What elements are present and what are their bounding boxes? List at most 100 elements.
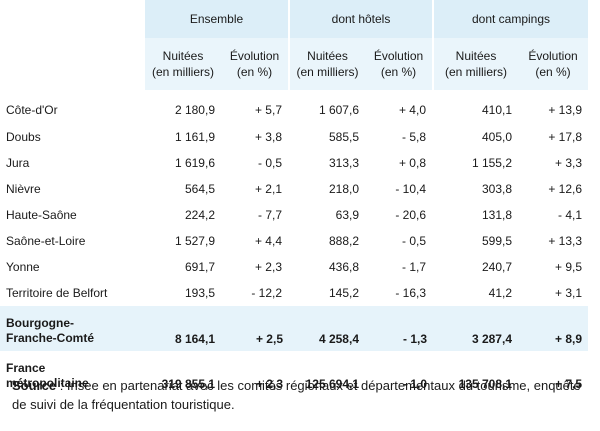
table-row: Jura 1 619,6 - 0,5 313,3 + 0,8 1 155,2 +… [0, 150, 588, 176]
group-header-row: Ensemble dont hôtels dont campings [0, 0, 589, 38]
cell-value: + 0,8 [398, 156, 426, 170]
cell-value: + 7,5 [554, 377, 583, 391]
row-label-line: France [6, 361, 46, 375]
source-label: Source [12, 378, 57, 393]
table-row: Doubs 1 161,9 + 3,8 585,5 - 5,8 405,0 + … [0, 124, 588, 150]
header-text: Nuitées [162, 49, 204, 63]
cell-value: + 3,8 [254, 130, 282, 144]
cell-value: + 2,3 [255, 377, 283, 391]
row-label: Territoire de Belfort [6, 286, 108, 300]
row-label-line: métropolitaine [6, 376, 89, 390]
header-text: Évolution [229, 49, 280, 63]
cell-value: - 0,5 [257, 156, 282, 170]
cell-value: 1 607,6 [288, 90, 365, 124]
cell-value: 1 155,2 [432, 150, 518, 176]
cell-value: 224,2 [184, 208, 215, 222]
row-label: Nièvre [6, 182, 41, 196]
cell-value: - 16,3 [395, 286, 426, 300]
cell-value: + 13,3 [548, 234, 583, 248]
table-row: Côte-d'Or 2 180,9 + 5,7 1 607,6 + 4,0 41… [0, 90, 588, 124]
cell-value: 410,1 [432, 90, 518, 124]
table-row: Yonne 691,7 + 2,3 436,8 - 1,7 240,7 + 9,… [0, 254, 588, 280]
header-unit: (en %) [535, 65, 571, 79]
header-unit: (en milliers) [151, 65, 214, 79]
cell-value: 3 287,4 [433, 306, 518, 351]
header-unit: (en milliers) [444, 65, 507, 79]
cell-value: + 13,9 [548, 103, 583, 117]
corner-cell [0, 0, 145, 38]
group-header-campings: dont campings [431, 0, 589, 38]
cell-value: + 9,5 [554, 260, 583, 274]
table-row: Saône-et-Loire 1 527,9 + 4,4 888,2 - 0,5… [0, 228, 588, 254]
cell-value: 691,7 [184, 260, 215, 274]
cell-value: 4 258,4 [289, 306, 365, 351]
cell-value: - 1,3 [365, 306, 433, 351]
header-text: Nuitées [455, 49, 497, 63]
cell-value: + 2,5 [221, 306, 289, 351]
cell-value: + 12,6 [548, 182, 583, 196]
cell-value: + 2,1 [254, 182, 282, 196]
cell-value: 2 180,9 [174, 103, 215, 117]
cell-value: 125 694,1 [305, 377, 359, 391]
cell-value: - 10,4 [395, 182, 426, 196]
region-total-row: Bourgogne- Franche-Comté 8 164,1 + 2,5 4 … [0, 306, 589, 351]
tourism-nights-table: Ensemble dont hôtels dont campings Nuité… [0, 0, 589, 395]
cell-value: 313,3 [288, 150, 365, 176]
table-row: Haute-Saône 224,2 - 7,7 63,9 - 20,6 131,… [0, 202, 588, 228]
group-header-hotels: dont hôtels [288, 0, 433, 38]
cell-value: 405,0 [432, 124, 518, 150]
cell-value: 145,2 [288, 280, 365, 306]
cell-value: 63,9 [288, 202, 365, 228]
header-text: Évolution [373, 49, 424, 63]
column-header-evolution: Évolution (en %) [221, 38, 289, 90]
cell-value: 41,2 [432, 280, 518, 306]
france-total-row: France métropolitaine 319 855,1 + 2,3 125… [0, 351, 588, 395]
row-label-line: Franche-Comté [6, 331, 95, 345]
group-header-ensemble: Ensemble [145, 0, 289, 38]
cell-value: - 1,7 [401, 260, 426, 274]
cell-value: + 2,3 [254, 260, 282, 274]
row-label: Jura [6, 156, 30, 170]
cell-value: 218,0 [288, 176, 365, 202]
cell-value: + 5,7 [254, 103, 282, 117]
cell-value: + 8,9 [518, 306, 589, 351]
cell-value: 319 855,1 [161, 377, 215, 391]
table-row: Territoire de Belfort 193,5 - 12,2 145,2… [0, 280, 588, 306]
column-header-evolution: Évolution (en %) [518, 38, 589, 90]
row-label: Côte-d'Or [6, 103, 58, 117]
cell-value: - 1,0 [402, 377, 427, 391]
header-unit: (en milliers) [296, 65, 359, 79]
cell-value: 436,8 [288, 254, 365, 280]
table-row: Nièvre 564,5 + 2,1 218,0 - 10,4 303,8 + … [0, 176, 588, 202]
cell-value: 1 161,9 [174, 130, 215, 144]
cell-value: 303,8 [432, 176, 518, 202]
cell-value: - 12,2 [251, 286, 282, 300]
cell-value: + 17,8 [548, 130, 583, 144]
cell-value: 888,2 [288, 228, 365, 254]
cell-value: 193,5 [184, 286, 215, 300]
cell-value: 135 708,1 [458, 377, 512, 391]
cell-value: 564,5 [184, 182, 215, 196]
cell-value: 585,5 [288, 124, 365, 150]
cell-value: - 7,7 [257, 208, 282, 222]
row-label: France métropolitaine [0, 351, 145, 395]
header-unit: (en %) [380, 65, 417, 79]
header-text: Nuitées [307, 49, 348, 63]
column-header-evolution: Évolution (en %) [365, 38, 433, 90]
row-label: Haute-Saône [6, 208, 77, 222]
cell-value: + 4,4 [254, 234, 282, 248]
cell-value: - 20,6 [395, 208, 426, 222]
column-header-nuitees: Nuitées (en milliers) [288, 38, 365, 90]
cell-value: 8 164,1 [145, 306, 221, 351]
column-header-nuitees: Nuitées (en milliers) [432, 38, 518, 90]
row-label: Doubs [6, 130, 41, 144]
corner-cell [0, 38, 145, 90]
header-unit: (en %) [236, 65, 273, 79]
cell-value: - 5,8 [401, 130, 426, 144]
header-text: Évolution [528, 49, 578, 63]
source-note: Source : Insee en partenariat avec les c… [12, 376, 592, 414]
row-label: Bourgogne- Franche-Comté [0, 306, 145, 351]
sub-header-row: Nuitées (en milliers) Évolution (en %) Nui… [0, 38, 589, 90]
row-label: Saône-et-Loire [6, 234, 86, 248]
